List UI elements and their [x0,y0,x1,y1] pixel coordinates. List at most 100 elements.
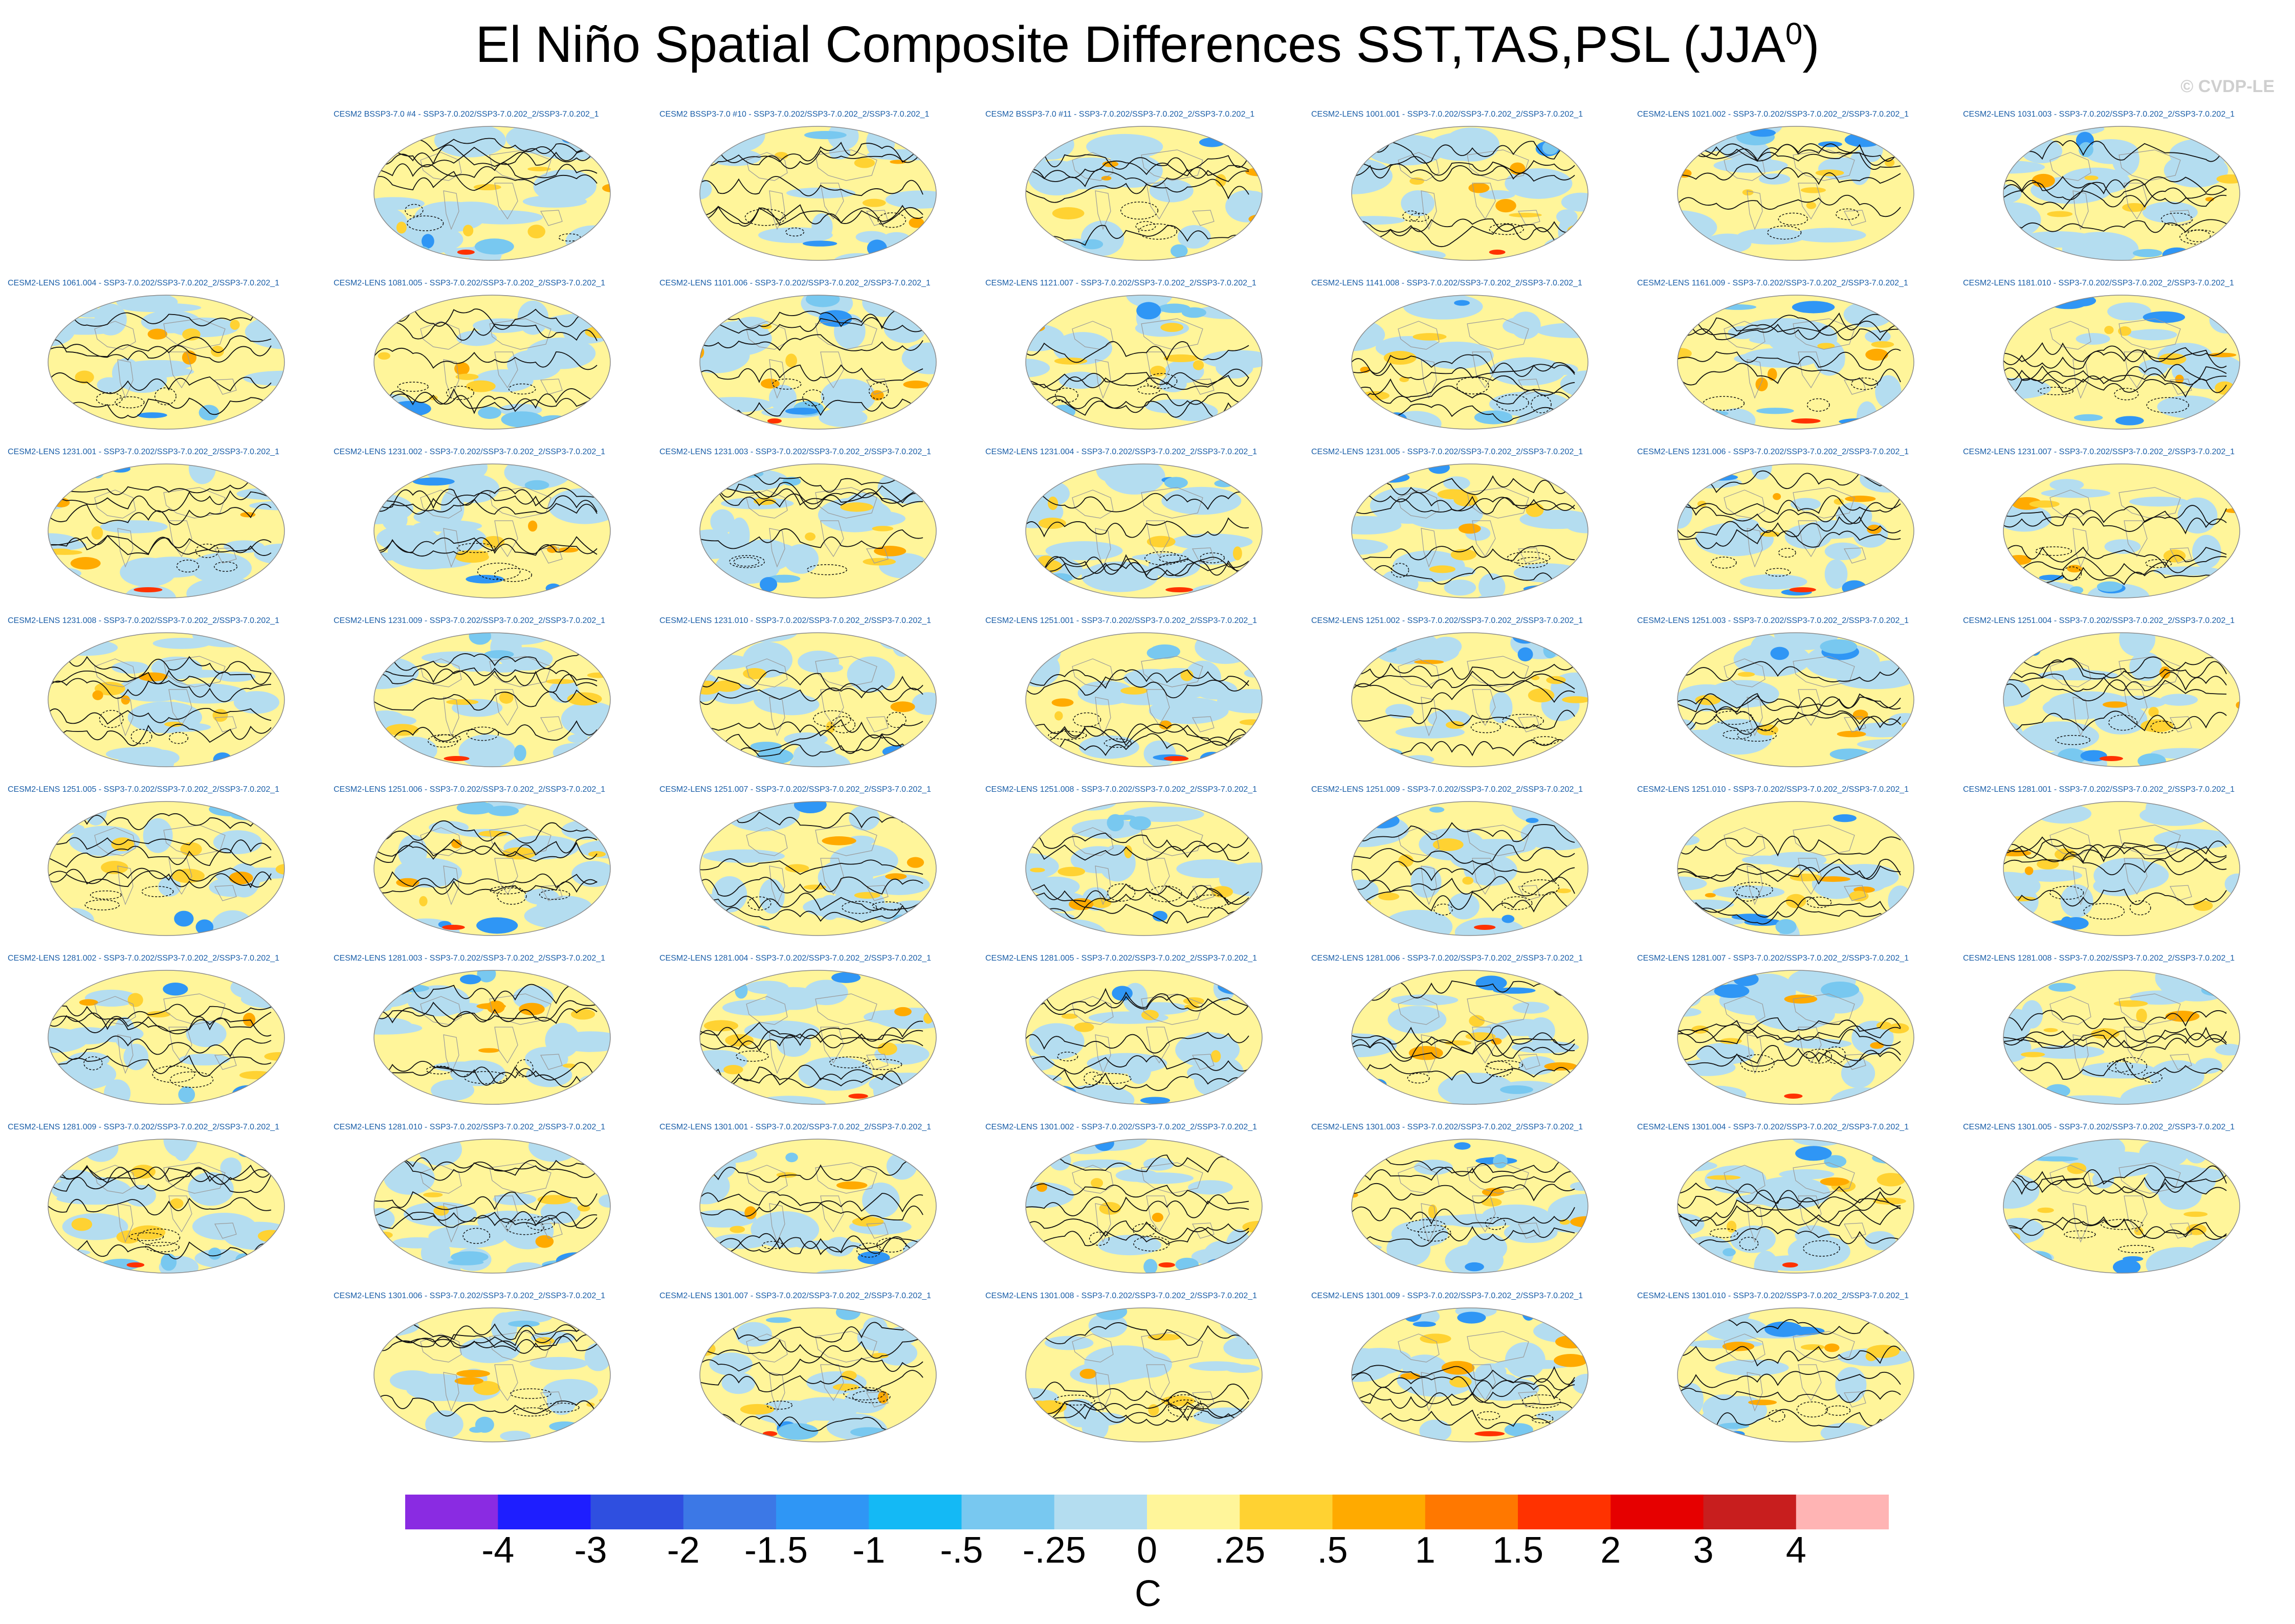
anomaly-negative-region [97,377,122,393]
anomaly-negative-region [1078,735,1139,759]
anomaly-negative-region [2029,1045,2105,1059]
anomaly-negative-region [1543,237,1588,257]
anomaly-negative-region [61,915,85,926]
anomaly-cold-region [137,412,167,418]
map-border [1351,1139,1588,1274]
continent-outline [1467,1162,1529,1194]
psl-contour-positive [1026,341,1249,363]
psl-contour-positive [48,1168,272,1193]
anomaly-warm-region [1054,358,1088,365]
psl-contour-negative [1765,568,1791,577]
psl-contour-negative [1089,1232,1110,1246]
colorbar-swatch [869,1495,962,1529]
anomaly-warm-region [146,1011,171,1018]
anomaly-negative-region [100,520,168,533]
anomaly-negative-region [126,366,194,377]
map-border [699,463,937,598]
colorbar-swatch [1332,1495,1426,1529]
map-panel: CESM2-LENS 1301.001 - SSP3-7.0.202/SSP3-… [659,1123,966,1297]
colorbar-swatch [498,1495,591,1529]
anomaly-cold-region [388,401,431,417]
psl-contour-negative [1470,721,1501,733]
psl-contour-positive [2003,839,2227,863]
panel-label: CESM2-LENS 1231.010 - SSP3-7.0.202/SSP3-… [659,616,932,625]
psl-contour-positive [1678,363,1901,386]
anomaly-negative-region [751,1211,820,1248]
anomaly-cold-region [1050,1429,1077,1438]
psl-contour-positive [1352,1167,1575,1183]
anomaly-negative-region [2003,184,2022,204]
psl-contour-positive [700,334,923,351]
map-panel: CESM2-LENS 1251.005 - SSP3-7.0.202/SSP3-… [8,785,315,959]
anomaly-negative-region [1026,931,1067,936]
anomaly-cold-region [1129,816,1151,830]
anomaly-warm-region [2236,701,2240,709]
anomaly-cold-region [1218,978,1255,995]
psl-contour-positive [374,144,598,167]
map-border [373,1307,611,1442]
continent-outline [769,865,785,905]
psl-contour-negative [1200,552,1225,564]
psl-contour-positive [700,730,923,753]
psl-contour-negative [1167,1394,1201,1410]
anomaly-warm-region [1079,1369,1097,1379]
psl-contour-positive [374,1191,598,1211]
psl-contour-positive [1026,842,1249,861]
psl-contour-positive [1352,1372,1575,1395]
continent-outline [1798,520,1822,558]
panel-label: CESM2-LENS 1231.003 - SSP3-7.0.202/SSP3-… [659,448,932,456]
continent-outline [815,149,877,181]
anomaly-warm-region [127,993,143,1007]
continent-outline [494,1364,518,1401]
psl-contour-positive [700,1191,923,1213]
anomaly-negative-region [1026,132,1039,160]
psl-contour-positive [48,535,272,556]
anomaly-warm-region [275,863,284,875]
global-anomaly-map [1025,801,1263,936]
anomaly-negative-region [2003,970,2037,991]
panel-label: CESM2-LENS 1181.010 - SSP3-7.0.202/SSP3-… [1963,279,2234,287]
anomaly-warm-region [1239,719,1262,725]
anomaly-warm-region [2148,707,2159,718]
continent-outline [2170,885,2192,901]
psl-contour-positive [700,858,923,875]
map-border [1351,463,1588,598]
anomaly-cold-region [1792,301,1835,314]
psl-contour-negative [843,1387,885,1400]
anomaly-warm-region [164,721,184,727]
anomaly-warm-region [451,839,462,849]
continent-outline [117,1034,134,1074]
anomaly-negative-region [1071,819,1142,839]
map-border [1677,1307,1914,1442]
anomaly-warm-region [546,545,558,553]
anomaly-warm-region [1495,199,1516,213]
anomaly-hot-region [134,587,163,592]
psl-contour-negative [2035,546,2072,556]
anomaly-cold-region [230,585,251,598]
panel-label: CESM2-LENS 1001.001 - SSP3-7.0.202/SSP3-… [1311,110,1583,119]
psl-contour-negative [494,568,533,582]
anomaly-negative-region [1217,689,1262,714]
anomaly-negative-region [1678,1430,1715,1439]
anomaly-negative-region [1096,464,1119,481]
anomaly-cold-region [1688,410,1729,417]
anomaly-negative-region [1733,642,1811,677]
anomaly-cold-region [213,752,232,767]
colorbar-tick-label: -3 [574,1530,607,1571]
anomaly-cold-region [1560,144,1588,151]
continent-outline [1192,885,1215,901]
figure-title: El Niño Spatial Composite Differences SS… [0,15,2295,74]
anomaly-warm-region [2140,719,2174,732]
anomaly-cold-region [561,134,580,144]
anomaly-negative-region [878,553,929,579]
anomaly-negative-region [1177,225,1211,249]
continent-outline [1421,1372,1437,1412]
psl-contour-negative [2038,387,2074,395]
anomaly-warm-region [1556,888,1572,894]
anomaly-warm-region [455,550,489,558]
psl-contour-negative [515,1059,534,1078]
map-border [2003,463,2240,598]
global-anomaly-map [373,632,611,767]
anomaly-cold-region [2066,295,2097,307]
map-border [1677,801,1914,936]
